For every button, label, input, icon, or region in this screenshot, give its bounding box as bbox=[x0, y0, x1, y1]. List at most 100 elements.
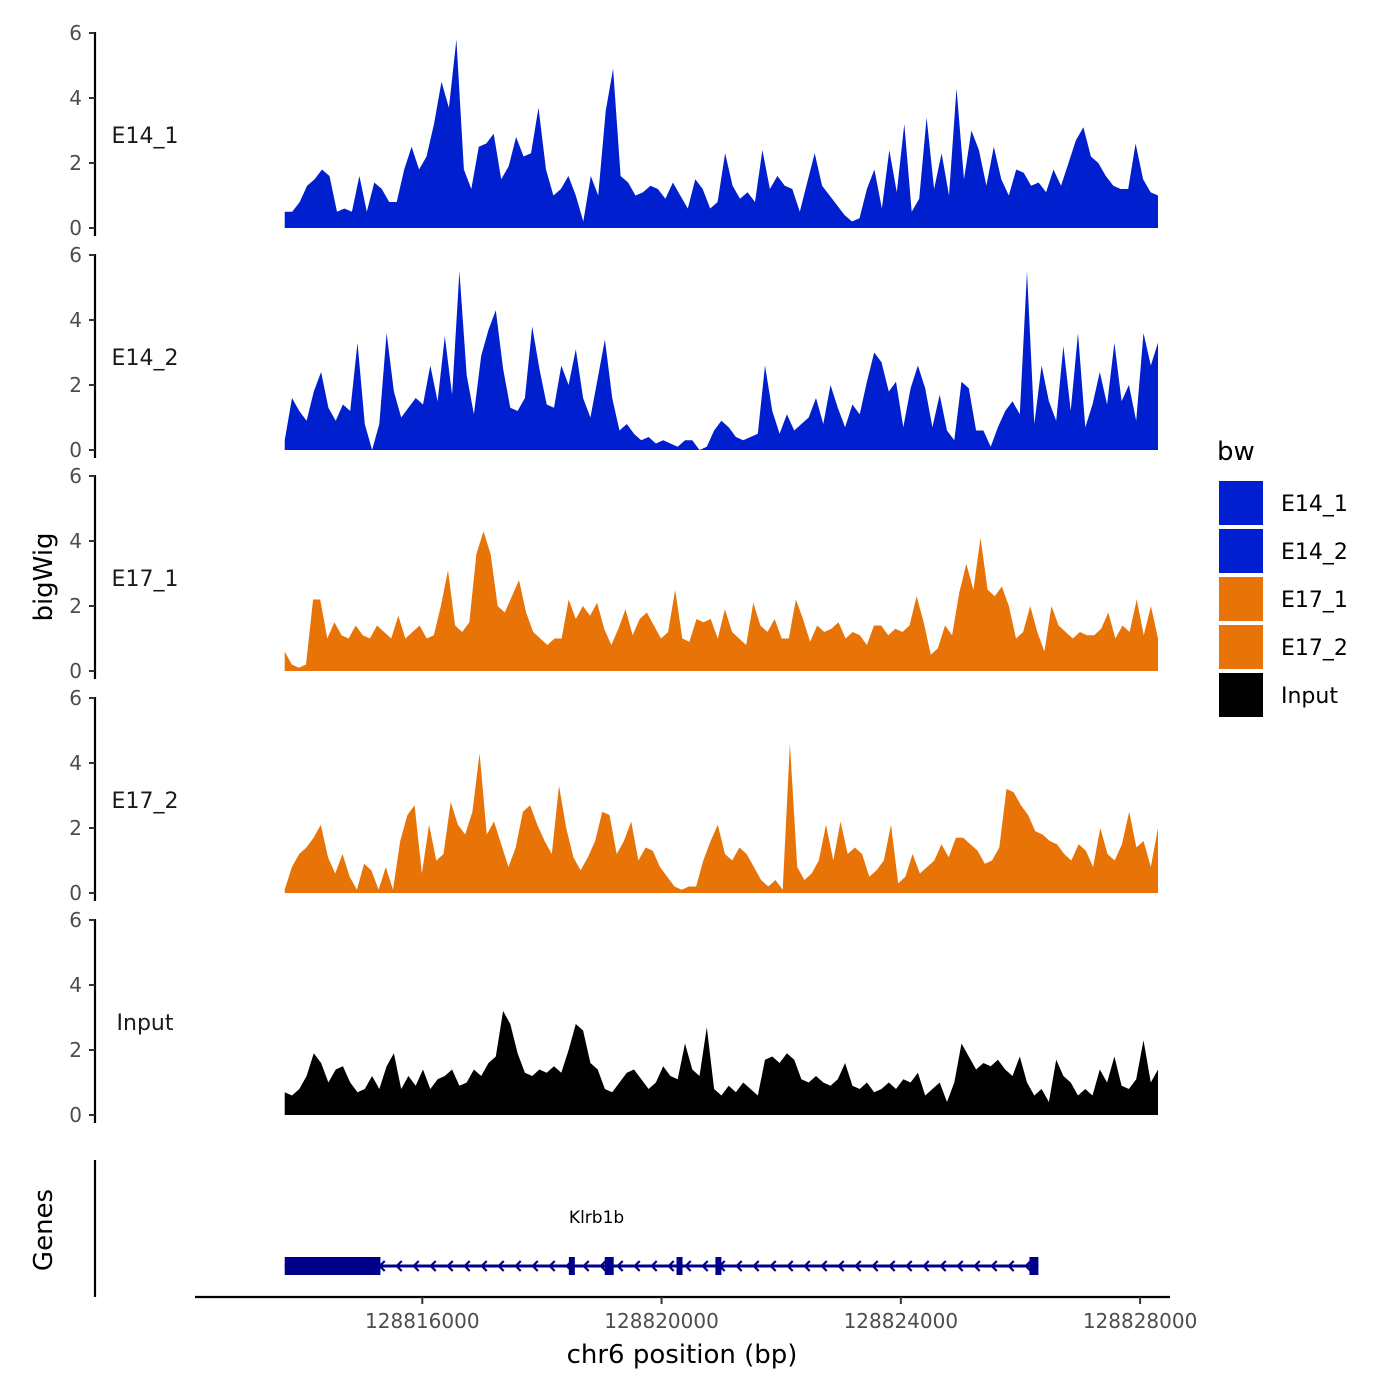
strand-arrow bbox=[786, 1260, 794, 1272]
x-tick-label: 128828000 bbox=[1083, 1309, 1198, 1333]
strand-arrow bbox=[1024, 1260, 1032, 1272]
strand-arrow bbox=[837, 1260, 845, 1272]
signal-area-e14-2 bbox=[284, 271, 1158, 450]
y-tick-label: 2 bbox=[69, 594, 82, 618]
strand-arrow bbox=[599, 1260, 607, 1272]
strand-arrow bbox=[905, 1260, 913, 1272]
track-input: 0 2 4 6 Input bbox=[69, 908, 1158, 1127]
x-tick-label: 128824000 bbox=[844, 1309, 959, 1333]
strand-arrow bbox=[871, 1260, 879, 1272]
y-tick-label: 0 bbox=[69, 1103, 82, 1127]
signal-area-input bbox=[284, 1011, 1158, 1115]
strand-arrow bbox=[633, 1260, 641, 1272]
x-axis-title: chr6 position (bp) bbox=[567, 1340, 798, 1370]
legend-swatch-e14-2 bbox=[1217, 527, 1265, 575]
strand-arrow bbox=[548, 1260, 556, 1272]
strand-arrow bbox=[956, 1260, 964, 1272]
gene-track: Klrb1b bbox=[93, 1160, 1039, 1297]
strand-arrow bbox=[701, 1260, 709, 1272]
gene-exon bbox=[676, 1257, 683, 1275]
track-label: E17_1 bbox=[112, 567, 179, 592]
strand-arrow bbox=[497, 1260, 505, 1272]
y-tick-label: 4 bbox=[69, 308, 82, 332]
strand-arrow bbox=[803, 1260, 811, 1272]
strand-arrow bbox=[973, 1260, 981, 1272]
genes-axis-title: Genes bbox=[29, 1189, 59, 1271]
track-label: Input bbox=[117, 1011, 174, 1036]
track-label: E14_1 bbox=[112, 124, 179, 149]
y-tick-label: 0 bbox=[69, 659, 82, 683]
strand-arrow bbox=[667, 1260, 675, 1272]
x-tick-label: 128816000 bbox=[365, 1309, 480, 1333]
y-tick-label: 2 bbox=[69, 151, 82, 175]
gene-exon bbox=[568, 1257, 575, 1275]
strand-arrow bbox=[939, 1260, 947, 1272]
legend-label-e17-2: E17_2 bbox=[1281, 636, 1348, 661]
y-tick-label: 4 bbox=[69, 973, 82, 997]
strand-arrow bbox=[684, 1260, 692, 1272]
strand-arrow bbox=[854, 1260, 862, 1272]
y-tick-label: 0 bbox=[69, 438, 82, 462]
legend-swatch-e17-1 bbox=[1217, 575, 1265, 623]
strand-arrow bbox=[463, 1260, 471, 1272]
strand-arrow bbox=[412, 1260, 420, 1272]
legend-swatch-input bbox=[1217, 671, 1265, 719]
strand-arrow bbox=[531, 1260, 539, 1272]
signal-area-e17-1 bbox=[284, 531, 1158, 671]
strand-arrow bbox=[395, 1260, 403, 1272]
track-e17-1: 0 2 4 6 E17_1 bbox=[69, 464, 1158, 683]
signal-area-e17-2 bbox=[284, 743, 1158, 893]
legend: bw E14_1 E14_2 E17_1 E17_2 Input bbox=[1217, 437, 1348, 719]
track-e14-1: 0 2 4 6 E14_1 bbox=[69, 21, 1158, 240]
strand-arrow bbox=[582, 1260, 590, 1272]
legend-swatch-e17-2 bbox=[1217, 623, 1265, 671]
y-tick-label: 4 bbox=[69, 751, 82, 775]
y-tick-label: 2 bbox=[69, 373, 82, 397]
gene-exon bbox=[284, 1257, 381, 1275]
y-tick-label: 0 bbox=[69, 881, 82, 905]
signal-tracks: 0 2 4 6 E14_1 0 2 4 6 E14_2 0 2 4 6 E17_1 0 2 4 6 E17_2 0 2 4 6… bbox=[69, 21, 1158, 1127]
strand-arrow bbox=[735, 1260, 743, 1272]
strand-arrow bbox=[990, 1260, 998, 1272]
track-label: E17_2 bbox=[112, 789, 179, 814]
strand-arrow bbox=[429, 1260, 437, 1272]
x-axis: 128816000 128820000 128824000 128828000 bbox=[195, 1295, 1198, 1333]
gene-exon bbox=[715, 1257, 722, 1275]
track-label: E14_2 bbox=[112, 346, 179, 371]
gene-name-label: Klrb1b bbox=[569, 1208, 624, 1228]
y-tick-label: 2 bbox=[69, 1038, 82, 1062]
y-axis-title: bigWig bbox=[29, 532, 59, 621]
strand-arrow bbox=[922, 1260, 930, 1272]
strand-arrow bbox=[820, 1260, 828, 1272]
legend-label-input: Input bbox=[1281, 684, 1338, 709]
strand-arrow bbox=[650, 1260, 658, 1272]
y-tick-label: 6 bbox=[69, 908, 82, 932]
signal-area-e14-1 bbox=[284, 39, 1158, 228]
strand-arrow bbox=[769, 1260, 777, 1272]
legend-title: bw bbox=[1217, 437, 1255, 467]
track-e17-2: 0 2 4 6 E17_2 bbox=[69, 686, 1158, 905]
y-tick-label: 6 bbox=[69, 464, 82, 488]
y-tick-label: 6 bbox=[69, 686, 82, 710]
strand-arrow bbox=[1007, 1260, 1015, 1272]
y-tick-label: 6 bbox=[69, 243, 82, 267]
gene-exon bbox=[604, 1257, 614, 1275]
track-e14-2: 0 2 4 6 E14_2 bbox=[69, 243, 1158, 462]
legend-swatch-e14-1 bbox=[1217, 479, 1265, 527]
strand-arrow bbox=[616, 1260, 624, 1272]
y-tick-label: 0 bbox=[69, 216, 82, 240]
legend-label-e14-1: E14_1 bbox=[1281, 492, 1348, 517]
strand-arrow bbox=[480, 1260, 488, 1272]
y-tick-label: 2 bbox=[69, 816, 82, 840]
legend-label-e17-1: E17_1 bbox=[1281, 588, 1348, 613]
strand-arrow bbox=[888, 1260, 896, 1272]
y-tick-label: 6 bbox=[69, 21, 82, 45]
strand-arrow bbox=[446, 1260, 454, 1272]
strand-arrow bbox=[752, 1260, 760, 1272]
x-tick-label: 128820000 bbox=[604, 1309, 719, 1333]
y-tick-label: 4 bbox=[69, 86, 82, 110]
strand-arrow bbox=[514, 1260, 522, 1272]
gene-exon bbox=[1029, 1257, 1039, 1275]
y-tick-label: 4 bbox=[69, 529, 82, 553]
